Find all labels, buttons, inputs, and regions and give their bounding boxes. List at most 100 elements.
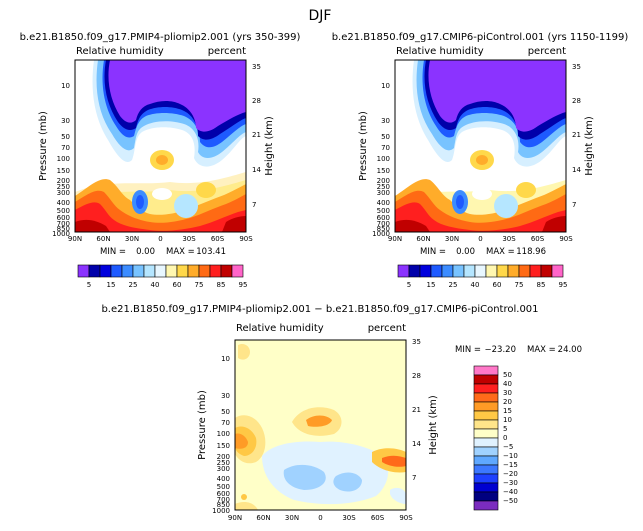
colorbar-swatch (473, 365, 499, 376)
colorbar-swatch (397, 264, 410, 278)
colorbar-swatch (198, 264, 211, 278)
contour-field (75, 60, 246, 232)
colorbar-swatch (518, 264, 531, 278)
min-value: −23.20 (485, 345, 516, 355)
y-axis-label: Pressure (mb) (358, 111, 369, 181)
height-tick-label: 21 (412, 406, 421, 414)
y-tick-label: 850 (217, 501, 230, 509)
panel-title: b.e21.B1850.f09_g17.PMIP4-pliomip2.001 (… (20, 32, 301, 43)
x-tick-label: 60N (96, 235, 110, 243)
colorbar-labels: 5 15 25 40 60 75 85 95 (87, 281, 248, 289)
colorbar-swatch (220, 264, 233, 278)
max-value: 118.96 (516, 247, 546, 257)
y-tick-label: 400 (57, 199, 70, 207)
y-tick-label: 200 (57, 177, 70, 185)
colorbar-swatch (419, 264, 432, 278)
y-tick-label: 300 (217, 465, 230, 473)
height-tick-label: 28 (572, 97, 581, 105)
x-tick-label: 30S (342, 514, 356, 522)
colorbar-label: 85 (537, 281, 546, 289)
units-label: percent (368, 323, 406, 334)
y-tick-label: 150 (377, 167, 390, 175)
height-tick-label: 14 (252, 166, 261, 174)
height-tick-label: 35 (252, 63, 261, 71)
x-tick-label: 0 (318, 514, 322, 522)
height-tick-label: 7 (412, 474, 416, 482)
y-tick-label: 600 (377, 214, 390, 222)
colorbar-swatch (441, 264, 454, 278)
colorbar-label: −5 (503, 443, 513, 451)
y-tick-label: 150 (57, 167, 70, 175)
x-tick-label: 0 (158, 235, 162, 243)
x-tick-label: 30S (502, 235, 516, 243)
panel-title: b.e21.B1850.f09_g17.CMIP6-piControl.001 … (332, 32, 629, 43)
colorbar-swatch (473, 446, 499, 457)
colorbar-swatch (540, 264, 553, 278)
max-label: MAX = (527, 345, 556, 355)
colorbar-swatch (154, 264, 167, 278)
y-tick-label: 50 (221, 408, 230, 416)
x-tick-label: 90N (68, 235, 82, 243)
colorbar-label: 25 (129, 281, 138, 289)
height-tick-label: 28 (412, 372, 421, 380)
y-tick-label: 200 (377, 177, 390, 185)
colorbar-label: 15 (503, 407, 512, 415)
colorbar-swatch (132, 264, 145, 278)
colorbar-label: 5 (503, 425, 507, 433)
colorbar-label: 95 (559, 281, 568, 289)
x-tick-label: 30N (125, 235, 139, 243)
y-tick-label: 300 (377, 189, 390, 197)
y-tick-label: 250 (57, 183, 70, 191)
height-tick-label: 21 (572, 131, 581, 139)
colorbar-swatch (507, 264, 520, 278)
y-tick-label: 700 (217, 496, 230, 504)
colorbar-label: 40 (471, 281, 480, 289)
panel-title: b.e21.B1850.f09_g17.PMIP4-pliomip2.001 −… (101, 304, 538, 315)
colorbar-swatch (473, 419, 499, 430)
colorbar-swatch (473, 437, 499, 448)
max-label: MAX = (486, 247, 515, 257)
x-tick-label: 90N (388, 235, 402, 243)
colorbar-label: −30 (503, 479, 518, 487)
panel-top-right: b.e21.B1850.f09_g17.CMIP6-piControl.001 … (332, 32, 629, 289)
height-tick-label: 21 (252, 131, 261, 139)
colorbar-swatch (99, 264, 112, 278)
colorbar-swatch (473, 482, 499, 493)
colorbar-swatch (474, 264, 487, 278)
colorbar-swatch (88, 264, 101, 278)
colorbar (473, 365, 499, 511)
y-tick-label: 30 (381, 117, 390, 125)
colorbar (77, 264, 244, 278)
colorbar-swatch (473, 410, 499, 421)
y-tick-label: 10 (381, 82, 390, 90)
y-tick-label: 200 (217, 453, 230, 461)
variable-label: Relative humidity (396, 46, 484, 57)
x-ticks: 90N 60N 30N 0 30S 60S 90S (388, 235, 573, 243)
colorbar (397, 264, 564, 278)
colorbar-swatch (165, 264, 178, 278)
panel-difference: b.e21.B1850.f09_g17.PMIP4-pliomip2.001 −… (101, 304, 582, 522)
y-tick-label: 400 (377, 199, 390, 207)
min-value: 0.00 (456, 247, 475, 257)
contour-field (235, 340, 406, 510)
x-tick-label: 60S (211, 235, 225, 243)
max-value: 24.00 (558, 345, 582, 355)
colorbar-swatch (473, 500, 499, 511)
y-tick-label: 70 (61, 144, 70, 152)
y-tick-label: 100 (57, 155, 70, 163)
x-tick-label: 60N (416, 235, 430, 243)
colorbar-label: 0 (503, 434, 507, 442)
y-axis-label: Pressure (mb) (197, 390, 208, 460)
colorbar-label: 30 (503, 389, 512, 397)
height-tick-label: 35 (572, 63, 581, 71)
y-tick-label: 500 (377, 207, 390, 215)
colorbar-swatch (473, 401, 499, 412)
y-tick-label: 1000 (52, 230, 70, 238)
colorbar-label: 20 (503, 398, 512, 406)
height-tick-label: 14 (572, 166, 581, 174)
y-tick-label: 100 (377, 155, 390, 163)
y-tick-label: 500 (57, 207, 70, 215)
x-ticks: 90N 60N 30N 0 30S 60S 90S (228, 514, 413, 522)
colorbar-label: 15 (427, 281, 436, 289)
colorbar-label: −40 (503, 488, 518, 496)
